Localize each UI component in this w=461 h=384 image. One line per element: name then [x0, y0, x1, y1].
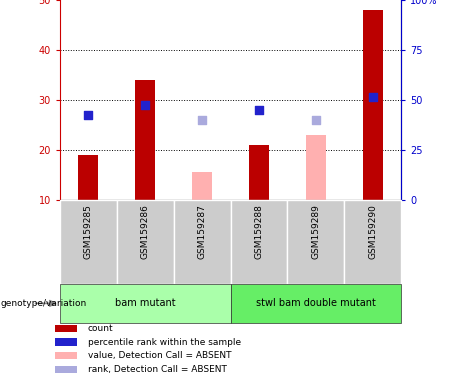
Bar [117, 200, 174, 284]
Text: GSM159288: GSM159288 [254, 204, 263, 259]
Bar [55, 324, 77, 332]
Point [85, 112, 92, 118]
Point [369, 94, 376, 101]
Text: bam mutant: bam mutant [115, 298, 176, 308]
Text: stwl bam double mutant: stwl bam double mutant [256, 298, 376, 308]
Text: GSM159286: GSM159286 [141, 204, 150, 259]
Point [198, 117, 206, 123]
Text: rank, Detection Call = ABSENT: rank, Detection Call = ABSENT [88, 365, 227, 374]
Text: GSM159289: GSM159289 [311, 204, 320, 259]
Bar [249, 145, 269, 200]
Bar [78, 155, 98, 200]
Text: percentile rank within the sample: percentile rank within the sample [88, 338, 241, 347]
Point [142, 102, 149, 108]
Text: GSM159285: GSM159285 [84, 204, 93, 259]
Point [312, 117, 319, 123]
Text: value, Detection Call = ABSENT: value, Detection Call = ABSENT [88, 351, 231, 360]
Text: count: count [88, 324, 113, 333]
Bar [55, 366, 77, 373]
Bar [363, 10, 383, 200]
Text: genotype/variation: genotype/variation [0, 299, 87, 308]
Point [255, 107, 263, 113]
Bar [306, 135, 326, 200]
Bar [344, 200, 401, 284]
Bar [230, 200, 287, 284]
Bar [174, 200, 230, 284]
Bar [55, 338, 77, 346]
Text: GSM159290: GSM159290 [368, 204, 377, 259]
Bar [192, 172, 212, 200]
Bar [287, 200, 344, 284]
Bar [135, 80, 155, 200]
Bar [60, 200, 117, 284]
Text: GSM159287: GSM159287 [198, 204, 207, 259]
Bar [55, 352, 77, 359]
Bar [230, 284, 401, 323]
Bar [60, 284, 230, 323]
